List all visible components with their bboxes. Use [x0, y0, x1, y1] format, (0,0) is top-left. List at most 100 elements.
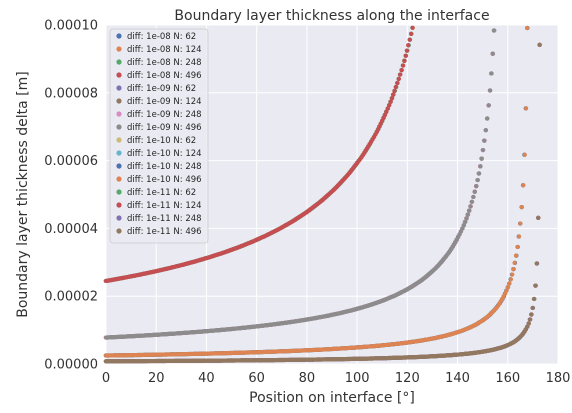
legend-entry: diff: 1e-08 N: 248 [127, 58, 202, 68]
data-point [466, 208, 472, 213]
legend-entry: diff: 1e-09 N: 248 [127, 110, 202, 120]
legend-entry: diff: 1e-08 N: 496 [127, 71, 202, 81]
data-point [529, 312, 534, 317]
data-point [472, 189, 477, 194]
data-point [510, 272, 515, 277]
data-point [490, 51, 496, 56]
data-point [478, 164, 483, 169]
data-point [406, 43, 411, 48]
legend-entry: diff: 1e-09 N: 62 [127, 84, 196, 94]
data-point [516, 234, 522, 239]
data-point [461, 223, 466, 228]
data-point [524, 25, 530, 31]
legend-marker [116, 176, 122, 182]
data-points [103, 25, 542, 364]
x-axis-label: Position on interface [°] [249, 390, 415, 406]
x-tick-label: 120 [395, 371, 420, 386]
data-point [521, 183, 526, 188]
data-point [460, 226, 465, 231]
series-group [104, 28, 496, 340]
data-point [404, 48, 409, 53]
y-tick-label: 0.00006 [44, 154, 98, 169]
legend-entry: diff: 1e-11 N: 496 [127, 227, 202, 237]
legend-entry: diff: 1e-11 N: 124 [127, 201, 202, 211]
data-point [464, 216, 469, 221]
legend-marker [116, 150, 122, 156]
data-point [482, 138, 487, 143]
data-point [534, 261, 539, 266]
y-tick-label: 0.00008 [44, 86, 98, 101]
legend-marker [116, 59, 122, 65]
legend-entry: diff: 1e-11 N: 62 [127, 188, 196, 198]
data-point [402, 58, 407, 63]
legend-entry: diff: 1e-08 N: 62 [127, 32, 196, 42]
y-tick-label: 0.00000 [44, 358, 98, 373]
legend-marker [116, 189, 122, 195]
data-point [384, 109, 389, 114]
data-point [515, 244, 520, 250]
legend-marker [116, 72, 122, 78]
legend-entry: diff: 1e-09 N: 496 [127, 123, 202, 133]
legend-entry: diff: 1e-11 N: 248 [127, 214, 202, 224]
data-point [524, 106, 529, 111]
y-tick-label: 0.00004 [44, 222, 98, 237]
data-point [393, 84, 399, 90]
data-point [480, 147, 486, 153]
legend-marker [116, 215, 122, 221]
data-point [519, 204, 524, 210]
data-point [526, 321, 531, 326]
data-point [390, 96, 395, 101]
x-tick-label: 140 [445, 371, 470, 386]
data-point [399, 68, 404, 73]
data-point [469, 199, 474, 204]
x-tick-label: 180 [546, 371, 571, 386]
y-tick-label: 0.00010 [44, 19, 98, 34]
data-point [522, 152, 527, 157]
data-point [536, 215, 541, 220]
data-point [512, 260, 517, 265]
x-tick-label: 80 [299, 371, 316, 386]
data-point [533, 283, 538, 288]
data-point [407, 37, 412, 42]
data-point [505, 285, 511, 290]
y-axis-label: Boundary layer thickness delta [m] [15, 71, 31, 318]
legend-marker [116, 111, 122, 117]
series-group [103, 25, 530, 358]
x-tick-label: 0 [102, 371, 110, 386]
legend-marker [116, 124, 122, 130]
legend-marker [116, 85, 122, 91]
legend-marker [116, 202, 122, 208]
data-point [528, 317, 533, 322]
legend-marker [116, 228, 122, 234]
data-point [398, 72, 403, 77]
data-point [403, 53, 409, 58]
data-point [504, 288, 509, 293]
data-point [468, 204, 473, 209]
data-point [465, 212, 470, 217]
data-point [531, 296, 537, 302]
data-point [518, 221, 523, 226]
data-point [525, 324, 530, 329]
data-point [400, 63, 406, 68]
data-point [530, 305, 535, 311]
data-point [479, 156, 484, 161]
data-point [475, 177, 480, 183]
legend-entry: diff: 1e-09 N: 124 [127, 97, 202, 107]
legend-marker [116, 33, 122, 39]
data-point [387, 103, 392, 108]
legend-box [109, 28, 209, 244]
data-point [410, 25, 415, 30]
data-point [395, 80, 400, 86]
legend-marker [116, 98, 122, 104]
data-point [392, 88, 397, 93]
legend-entry: diff: 1e-10 N: 496 [127, 175, 202, 185]
data-point [537, 42, 542, 47]
data-point [483, 128, 488, 133]
data-point [486, 103, 491, 108]
data-point [491, 28, 496, 33]
data-point [489, 71, 494, 76]
data-point [390, 92, 396, 97]
